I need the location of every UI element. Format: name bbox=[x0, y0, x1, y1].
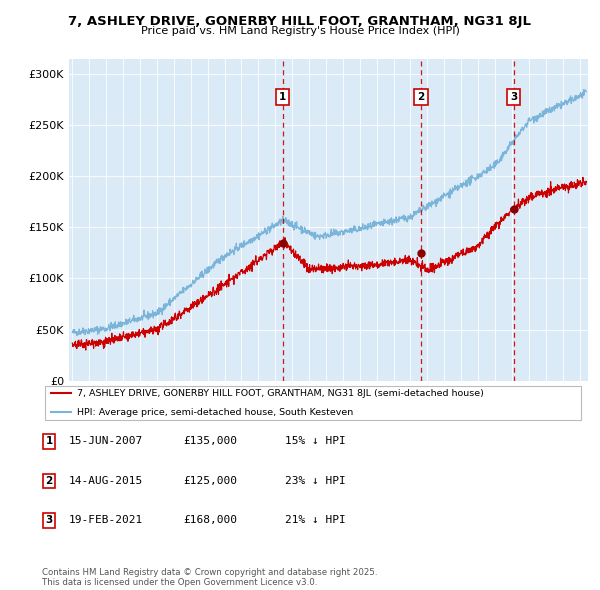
Text: 2: 2 bbox=[46, 476, 53, 486]
Text: HPI: Average price, semi-detached house, South Kesteven: HPI: Average price, semi-detached house,… bbox=[77, 408, 353, 417]
Text: Price paid vs. HM Land Registry's House Price Index (HPI): Price paid vs. HM Land Registry's House … bbox=[140, 26, 460, 36]
Text: 7, ASHLEY DRIVE, GONERBY HILL FOOT, GRANTHAM, NG31 8JL (semi-detached house): 7, ASHLEY DRIVE, GONERBY HILL FOOT, GRAN… bbox=[77, 389, 484, 398]
Text: £135,000: £135,000 bbox=[183, 437, 237, 446]
Text: 7, ASHLEY DRIVE, GONERBY HILL FOOT, GRANTHAM, NG31 8JL: 7, ASHLEY DRIVE, GONERBY HILL FOOT, GRAN… bbox=[68, 15, 532, 28]
Text: 23% ↓ HPI: 23% ↓ HPI bbox=[285, 476, 346, 486]
Text: £125,000: £125,000 bbox=[183, 476, 237, 486]
FancyBboxPatch shape bbox=[45, 386, 581, 420]
Text: 19-FEB-2021: 19-FEB-2021 bbox=[69, 516, 143, 525]
Text: 3: 3 bbox=[46, 516, 53, 525]
Text: 14-AUG-2015: 14-AUG-2015 bbox=[69, 476, 143, 486]
Text: 15-JUN-2007: 15-JUN-2007 bbox=[69, 437, 143, 446]
Text: 1: 1 bbox=[279, 92, 286, 101]
Text: 2: 2 bbox=[418, 92, 425, 101]
Text: 15% ↓ HPI: 15% ↓ HPI bbox=[285, 437, 346, 446]
Text: £168,000: £168,000 bbox=[183, 516, 237, 525]
Text: 3: 3 bbox=[511, 92, 518, 101]
Text: 1: 1 bbox=[46, 437, 53, 446]
Text: Contains HM Land Registry data © Crown copyright and database right 2025.
This d: Contains HM Land Registry data © Crown c… bbox=[42, 568, 377, 587]
Text: 21% ↓ HPI: 21% ↓ HPI bbox=[285, 516, 346, 525]
